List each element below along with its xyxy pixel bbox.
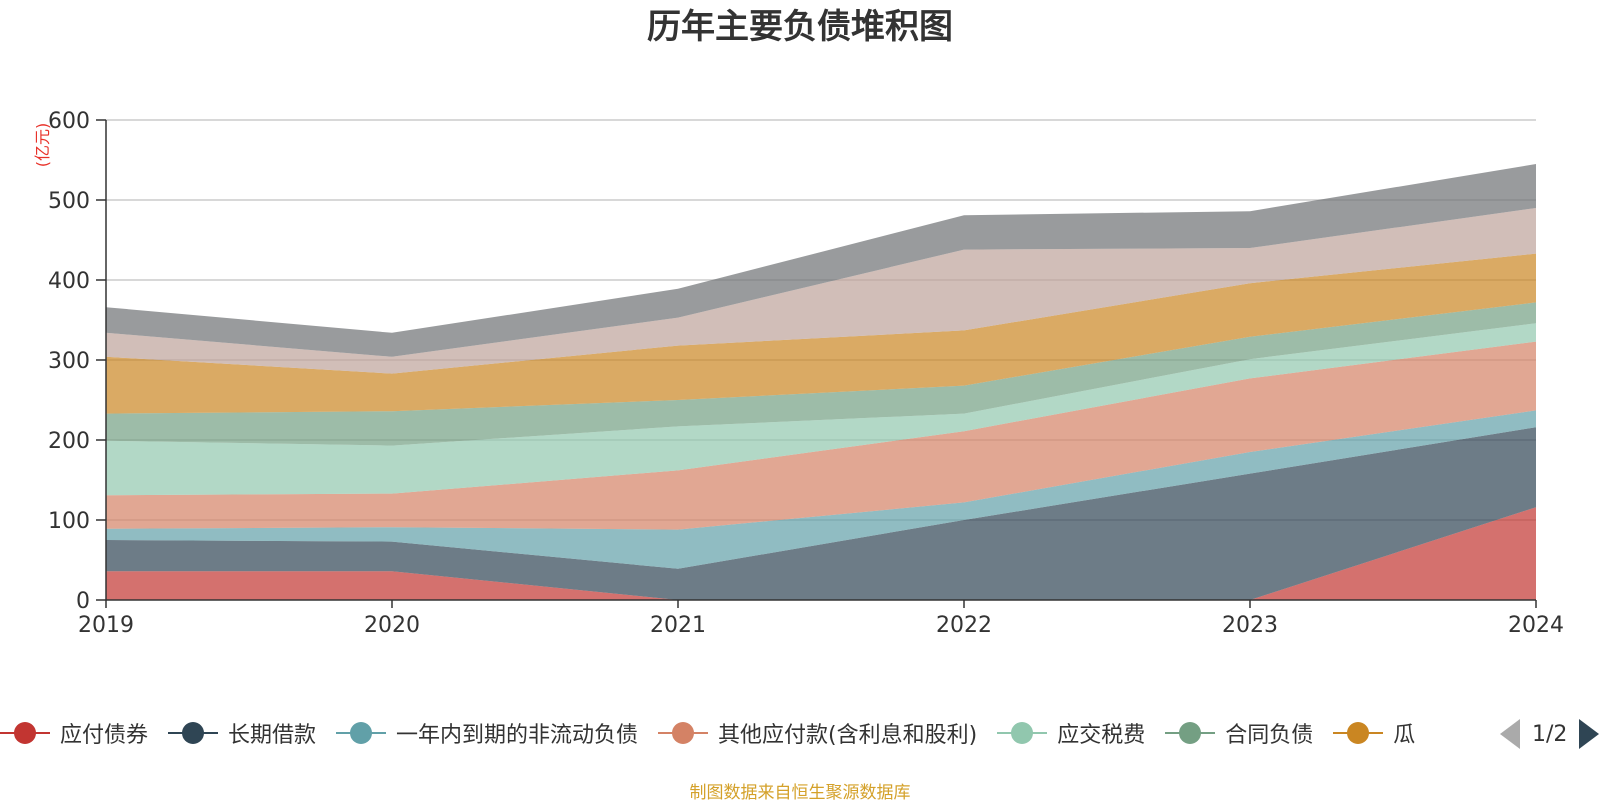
legend-marker-icon: [1333, 721, 1384, 745]
legend-marker-icon: [658, 721, 709, 745]
legend-label: 瓜: [1393, 723, 1416, 748]
legend-item-1[interactable]: 应付债券: [0, 710, 148, 756]
y-tick-label: 0: [76, 589, 90, 614]
legend-item-5[interactable]: 应交税费: [997, 710, 1145, 756]
area-series-7[interactable]: [106, 253, 1536, 414]
y-tick-label: 100: [48, 509, 90, 534]
legend-item-2[interactable]: 长期借款: [168, 710, 316, 756]
legend-marker-icon: [997, 721, 1048, 745]
legend-item-6[interactable]: 合同负债: [1165, 710, 1313, 756]
area-series-9[interactable]: [106, 164, 1536, 357]
area-series: [106, 164, 1536, 600]
legend-pager: 1/2: [1500, 712, 1600, 756]
data-source-note: 制图数据来自恒生聚源数据库: [689, 783, 911, 803]
legend-marker-icon: [336, 721, 387, 745]
area-series-3[interactable]: [106, 410, 1536, 569]
x-tick-label: 2019: [78, 613, 134, 638]
stacked-area-chart: 0 100 200 300 400 500 600 2019 2020 2021 2022 2023 2…: [33, 109, 1564, 638]
area-series-6[interactable]: [106, 302, 1536, 446]
x-tick-label: 2021: [650, 613, 706, 638]
legend-prev-page-icon[interactable]: [1500, 719, 1520, 749]
area-series-4[interactable]: [106, 341, 1536, 530]
area-series-2[interactable]: [106, 427, 1536, 600]
x-tick-label: 2023: [1222, 613, 1278, 638]
x-tick-label: 2022: [936, 613, 992, 638]
legend-label: 长期借款: [228, 723, 317, 748]
y-tick-label: 500: [48, 189, 90, 214]
area-series-1[interactable]: [106, 507, 1536, 600]
x-tick-label: 2024: [1508, 613, 1564, 638]
legend-item-3[interactable]: 一年内到期的非流动负债: [336, 710, 638, 756]
y-tick-label: 300: [48, 349, 90, 374]
legend-marker-icon: [168, 721, 219, 745]
legend-next-page-icon[interactable]: [1579, 719, 1600, 749]
legend-label: 应付债券: [60, 723, 149, 748]
legend-marker-icon: [1165, 721, 1216, 745]
legend-label: 应交税费: [1057, 723, 1146, 748]
legend-marker-icon: [0, 721, 50, 745]
x-tick-label: 2020: [364, 613, 420, 638]
y-axis-unit-label: (亿元): [33, 123, 52, 168]
area-series-5[interactable]: [106, 323, 1536, 496]
y-tick-label: 400: [48, 269, 90, 294]
legend: 应付债券 长期借款 一年内到期的非流动负债 其他应付款(含利息和股利) 应交税费 合同负债…: [0, 710, 1475, 756]
chart-title: 历年主要负债堆积图: [647, 7, 953, 47]
legend-label: 其他应付款(含利息和股利): [718, 723, 978, 748]
y-tick-label: 600: [48, 109, 90, 134]
legend-item-4[interactable]: 其他应付款(含利息和股利): [658, 710, 977, 756]
y-tick-label: 200: [48, 429, 90, 454]
legend-label: 合同负债: [1225, 723, 1314, 748]
legend-item-7[interactable]: 瓜: [1333, 710, 1415, 756]
legend-page-indicator: 1/2: [1532, 721, 1568, 747]
area-series-8[interactable]: [106, 208, 1536, 374]
legend-label: 一年内到期的非流动负债: [396, 723, 639, 748]
axes: 0 100 200 300 400 500 600 2019 2020 2021 2022 2023 2…: [48, 109, 1564, 638]
